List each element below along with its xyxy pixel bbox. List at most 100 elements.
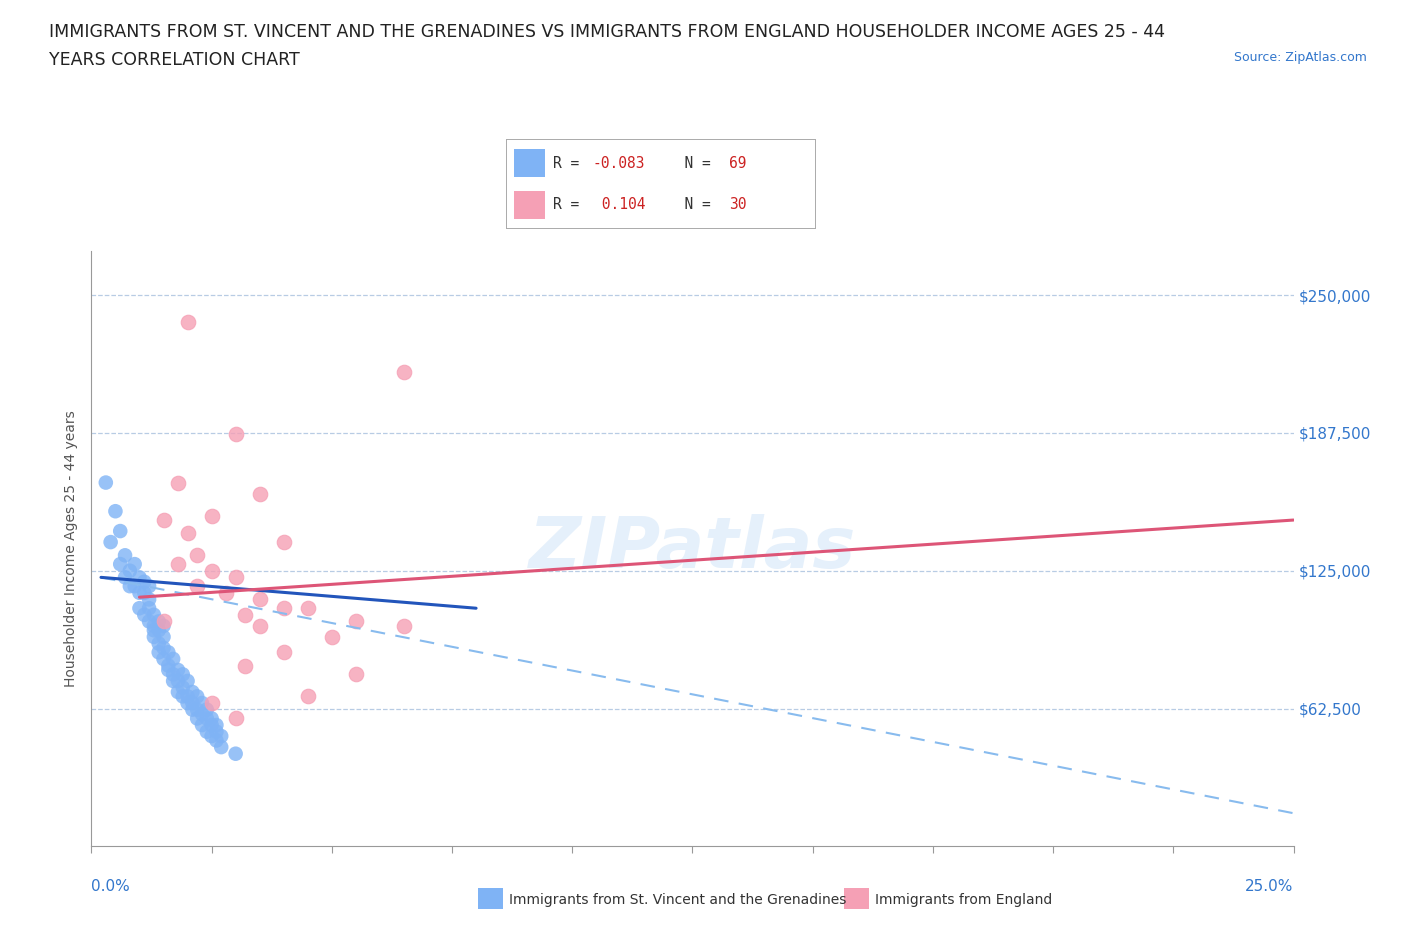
Point — [201, 508, 224, 523]
Point — [201, 564, 224, 578]
Point — [186, 578, 208, 593]
Point — [124, 557, 146, 572]
Point — [167, 662, 190, 677]
Point — [249, 486, 271, 501]
Point — [205, 733, 228, 748]
Point — [344, 614, 367, 629]
Point — [157, 658, 180, 673]
Point — [225, 746, 247, 761]
Text: Immigrants from St. Vincent and the Grenadines: Immigrants from St. Vincent and the Gren… — [509, 893, 846, 908]
Point — [138, 592, 160, 607]
Point — [195, 711, 218, 726]
Text: ZIPatlas: ZIPatlas — [529, 514, 856, 583]
Point — [148, 614, 170, 629]
Point — [225, 570, 247, 585]
Point — [392, 365, 415, 379]
Bar — [513, 191, 544, 219]
Point — [167, 475, 190, 490]
Point — [225, 427, 247, 442]
Point — [273, 601, 295, 616]
Point — [186, 711, 208, 726]
Point — [152, 614, 174, 629]
Point — [195, 702, 218, 717]
Point — [201, 696, 224, 711]
Point — [152, 652, 174, 667]
Text: IMMIGRANTS FROM ST. VINCENT AND THE GRENADINES VS IMMIGRANTS FROM ENGLAND HOUSEH: IMMIGRANTS FROM ST. VINCENT AND THE GREN… — [49, 23, 1166, 41]
Point — [181, 684, 204, 699]
Point — [321, 630, 343, 644]
Point — [152, 630, 174, 644]
Point — [142, 623, 165, 638]
Text: 30: 30 — [728, 197, 747, 212]
Point — [392, 618, 415, 633]
Point — [176, 525, 198, 540]
Point — [110, 524, 132, 538]
Point — [114, 548, 136, 563]
Point — [152, 641, 174, 656]
Point — [94, 475, 117, 490]
Point — [225, 711, 247, 726]
Point — [162, 673, 184, 688]
Point — [205, 724, 228, 739]
Point — [233, 607, 256, 622]
Y-axis label: Householder Income Ages 25 - 44 years: Householder Income Ages 25 - 44 years — [65, 410, 79, 687]
Point — [233, 658, 256, 673]
Point — [176, 689, 198, 704]
Point — [344, 667, 367, 682]
Text: 0.104: 0.104 — [593, 197, 645, 212]
Point — [172, 680, 194, 695]
Point — [152, 618, 174, 633]
Point — [134, 575, 156, 590]
Point — [201, 728, 224, 743]
Text: YEARS CORRELATION CHART: YEARS CORRELATION CHART — [49, 51, 299, 69]
Point — [162, 652, 184, 667]
Point — [104, 504, 127, 519]
Point — [249, 592, 271, 607]
Text: N =: N = — [666, 156, 720, 171]
Text: 69: 69 — [728, 156, 747, 171]
Point — [128, 601, 150, 616]
Point — [157, 662, 180, 677]
Point — [138, 578, 160, 593]
Point — [142, 630, 165, 644]
Text: R =: R = — [553, 197, 596, 212]
Point — [162, 667, 184, 682]
Point — [167, 673, 190, 688]
Point — [209, 728, 232, 743]
Point — [134, 585, 156, 600]
Bar — [513, 149, 544, 178]
Point — [128, 585, 150, 600]
Point — [191, 707, 214, 722]
Point — [195, 724, 218, 739]
Point — [148, 623, 170, 638]
Text: Source: ZipAtlas.com: Source: ZipAtlas.com — [1233, 51, 1367, 64]
Point — [152, 512, 174, 527]
Point — [186, 689, 208, 704]
Point — [215, 585, 238, 600]
Point — [167, 557, 190, 572]
Point — [138, 614, 160, 629]
Point — [148, 636, 170, 651]
Point — [172, 689, 194, 704]
Point — [297, 601, 319, 616]
Point — [157, 644, 180, 659]
Point — [181, 702, 204, 717]
Point — [191, 696, 214, 711]
Text: Immigrants from England: Immigrants from England — [875, 893, 1052, 908]
Text: R =: R = — [553, 156, 588, 171]
Point — [134, 607, 156, 622]
Point — [205, 718, 228, 733]
Point — [100, 535, 122, 550]
Point — [249, 618, 271, 633]
Point — [148, 644, 170, 659]
Point — [181, 696, 204, 711]
Point — [297, 689, 319, 704]
Point — [118, 564, 141, 578]
Point — [110, 557, 132, 572]
Point — [186, 548, 208, 563]
Point — [176, 696, 198, 711]
Point — [176, 314, 198, 329]
Point — [142, 607, 165, 622]
Text: 0.0%: 0.0% — [91, 879, 131, 894]
Point — [209, 739, 232, 754]
